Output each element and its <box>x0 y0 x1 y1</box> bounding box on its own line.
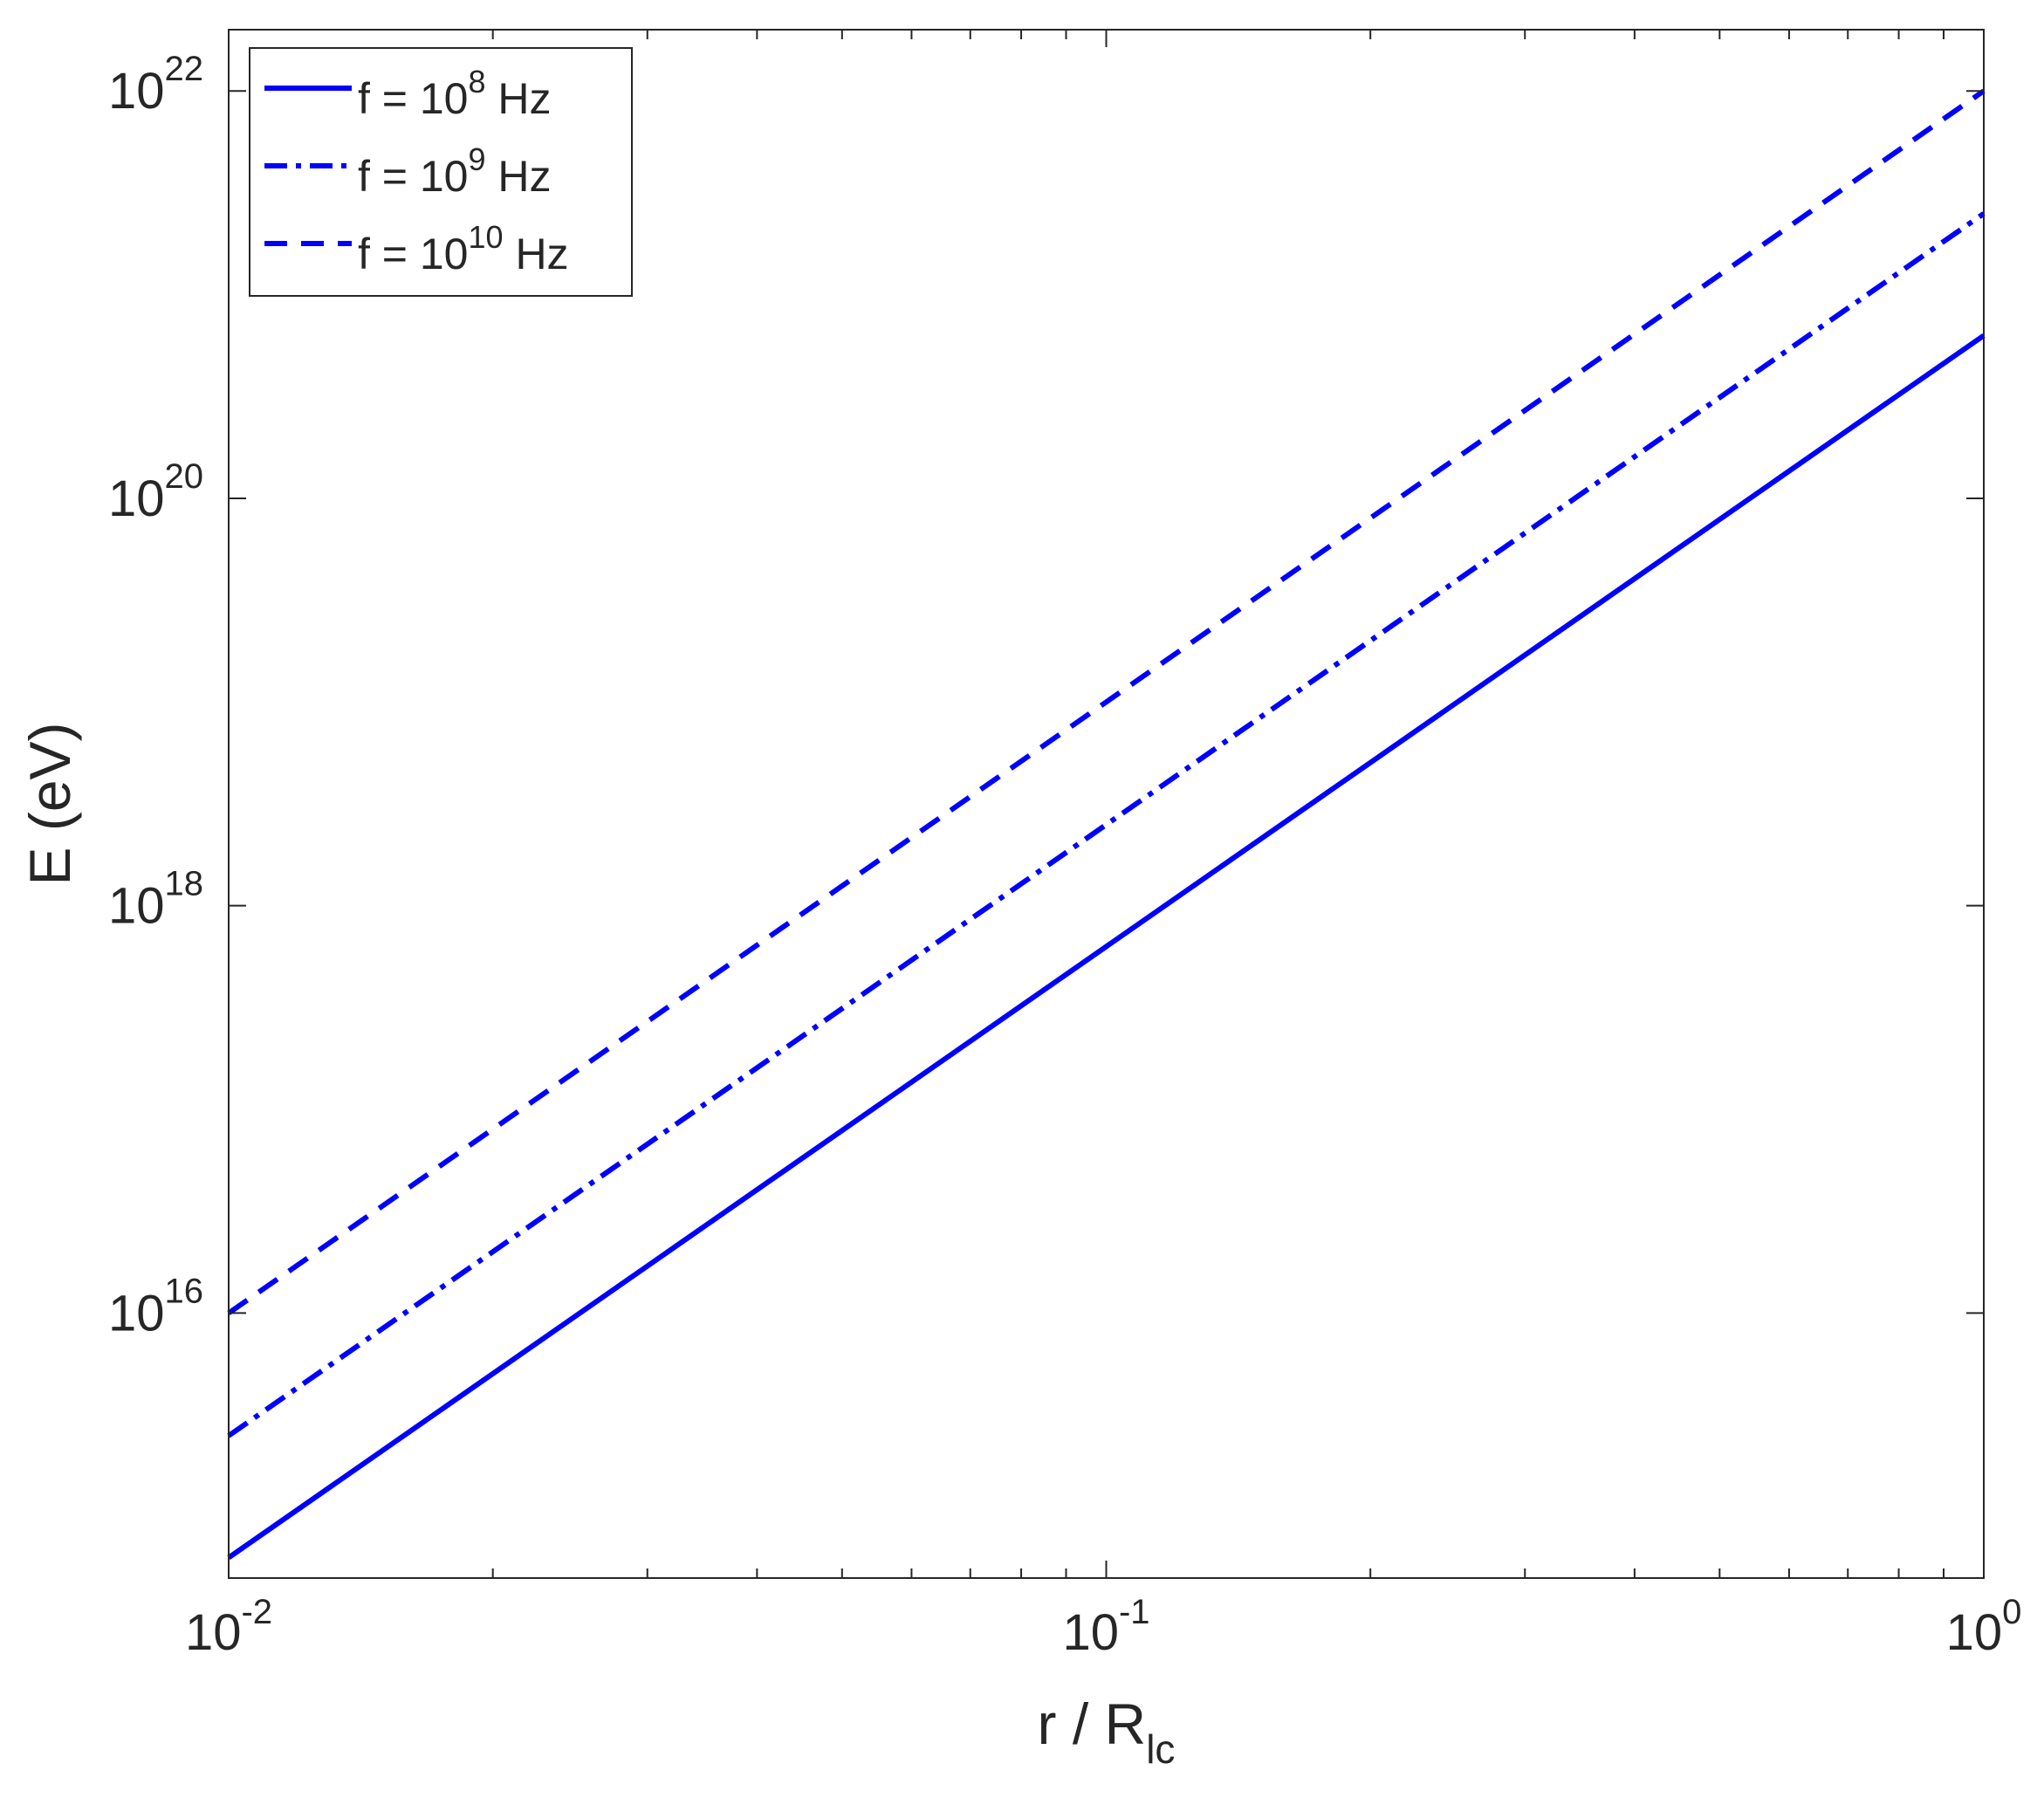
x-axis-label: r / Rlc <box>1038 1692 1176 1772</box>
legend[interactable]: f = 108 Hz f = 109 Hz f = 1010 Hz <box>249 47 633 297</box>
series-layer <box>227 88 1986 1561</box>
series-line-1 <box>227 333 1986 1561</box>
y-axis-label: E (eV) <box>17 722 82 885</box>
y-tick-label: 1020 <box>108 457 203 527</box>
label-layer: 10-2 10-1 100 1016 1018 1020 1022 r / Rlc E (eV) <box>17 50 2021 1772</box>
legend-label-1: f = 108 Hz <box>358 64 552 123</box>
series-line-3 <box>227 88 1986 1315</box>
y-tick-label: 1022 <box>108 50 203 120</box>
x-tick-label: 10-2 <box>185 1593 272 1661</box>
y-tick-label: 1018 <box>108 865 203 935</box>
y-tick-label: 1016 <box>108 1272 203 1342</box>
legend-label-2: f = 109 Hz <box>358 141 552 201</box>
x-tick-label: 10-1 <box>1062 1593 1149 1661</box>
tick-layer <box>228 30 1985 1578</box>
series-line-2 <box>227 211 1986 1438</box>
legend-label-3: f = 1010 Hz <box>358 219 569 278</box>
x-tick-label: 100 <box>1946 1593 2022 1661</box>
